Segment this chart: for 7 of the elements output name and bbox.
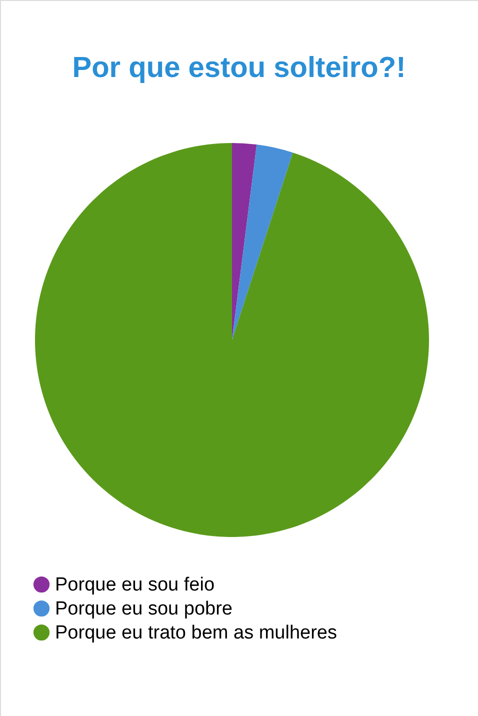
legend-label: Porque eu trato bem as mulheres	[55, 622, 337, 644]
pie-slice	[232, 144, 293, 340]
pie-slice	[232, 143, 257, 340]
legend-label: Porque eu sou feio	[55, 574, 215, 596]
chart-title: Por que estou solteiro?!	[72, 52, 406, 84]
legend-label: Porque eu sou pobre	[55, 598, 232, 620]
pie-slice	[35, 143, 429, 537]
